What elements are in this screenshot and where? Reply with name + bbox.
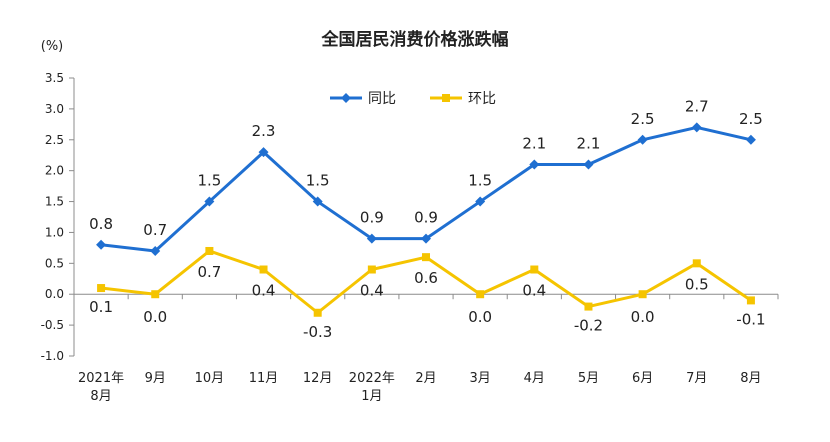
- data-point-huanbi: [313, 308, 322, 317]
- data-point-tongbi: [421, 233, 431, 244]
- x-tick-label: 12月: [303, 371, 333, 386]
- y-axis-unit-label: (%): [41, 39, 64, 54]
- data-point-tongbi: [150, 245, 161, 256]
- data-point-tongbi: [745, 134, 756, 145]
- y-tick-label: 1.0: [45, 225, 64, 239]
- data-label-huanbi: 0.4: [360, 282, 384, 300]
- y-tick-label: 3.0: [45, 102, 64, 116]
- data-label-tongbi: 2.1: [522, 134, 546, 152]
- plot-area: 0.8 0.7 1.5 2.3 1.5 0.9 0.9 1.5 2.1 2.1 2.5 2.7 2.5 0…: [89, 97, 765, 340]
- legend-marker: [442, 94, 450, 102]
- data-point-tongbi: [475, 196, 486, 207]
- data-point-huanbi: [584, 302, 593, 311]
- data-point-huanbi: [259, 265, 268, 274]
- data-label-huanbi: 0.1: [89, 298, 113, 316]
- data-label-huanbi: -0.2: [574, 317, 603, 335]
- data-point-huanbi: [422, 253, 430, 262]
- axes: 3.5 3.0 2.5 2.0 1.5 1.0 0.5 0.0 -0.5 -1.0 2021年 8月 9…: [41, 71, 779, 404]
- x-tick-label: 10月: [195, 371, 225, 386]
- data-point-huanbi: [151, 290, 160, 299]
- x-tick-label: 9月: [145, 371, 166, 386]
- data-label-tongbi: 2.7: [685, 97, 709, 115]
- data-label-huanbi: 0.6: [414, 269, 438, 287]
- legend-label: 同比: [368, 91, 396, 107]
- x-tick-label: 6月: [632, 371, 653, 386]
- x-tick-label: 4月: [524, 371, 545, 386]
- data-label-huanbi: 0.0: [631, 308, 655, 326]
- data-label-tongbi: 1.5: [197, 172, 221, 190]
- data-label-tongbi: 1.5: [468, 172, 492, 190]
- y-tick-label: 0.0: [45, 287, 64, 301]
- legend: 同比 环比: [330, 91, 496, 107]
- data-label-tongbi: 1.5: [306, 172, 330, 190]
- data-point-huanbi: [476, 290, 485, 299]
- data-label-tongbi: 0.9: [360, 209, 384, 227]
- data-label-huanbi: 0.5: [685, 275, 709, 293]
- data-point-tongbi: [312, 196, 323, 207]
- data-point-tongbi: [366, 233, 377, 244]
- x-tick-label: 5月: [578, 371, 599, 386]
- y-tick-label: -0.5: [41, 318, 64, 332]
- y-tick-label: 0.5: [45, 256, 64, 270]
- data-label-huanbi: 0.4: [252, 282, 276, 300]
- data-point-tongbi: [96, 239, 107, 250]
- data-point-huanbi: [367, 265, 376, 274]
- x-tick-label: 8月: [90, 389, 111, 404]
- y-tick-label: -1.0: [41, 349, 64, 363]
- data-label-huanbi: -0.3: [303, 323, 332, 341]
- x-tick-label: 8月: [740, 371, 761, 386]
- data-label-tongbi: 2.1: [577, 134, 601, 152]
- data-point-tongbi: [691, 122, 702, 133]
- data-point-tongbi: [583, 159, 594, 170]
- data-point-tongbi: [258, 147, 269, 158]
- x-tick-label: 11月: [249, 371, 279, 386]
- data-label-tongbi: 0.7: [143, 221, 167, 239]
- legend-label: 环比: [468, 91, 496, 107]
- x-tick-label: 3月: [470, 371, 491, 386]
- x-tick-label: 2月: [415, 371, 436, 386]
- x-tick-label: 7月: [686, 371, 707, 386]
- x-tick-label: 1月: [361, 389, 382, 404]
- data-point-huanbi: [746, 296, 755, 305]
- data-label-tongbi: 0.8: [89, 215, 113, 233]
- data-point-tongbi: [529, 159, 540, 170]
- data-label-tongbi: 0.9: [414, 209, 438, 227]
- data-label-huanbi: 0.4: [522, 282, 546, 300]
- data-point-tongbi: [637, 134, 648, 145]
- y-tick-label: 1.5: [45, 195, 64, 209]
- data-label-huanbi: -0.1: [736, 310, 765, 328]
- data-point-huanbi: [692, 259, 701, 268]
- data-point-huanbi: [638, 290, 647, 299]
- data-label-tongbi: 2.5: [631, 110, 655, 128]
- data-point-huanbi: [205, 246, 214, 255]
- y-tick-label: 2.0: [45, 164, 64, 178]
- data-label-tongbi: 2.3: [252, 122, 276, 140]
- chart-title: 全国居民消费价格涨跌幅: [321, 29, 509, 50]
- data-point-tongbi: [204, 196, 215, 207]
- data-label-tongbi: 2.5: [739, 110, 763, 128]
- legend-marker: [341, 93, 351, 103]
- data-point-huanbi: [97, 284, 106, 293]
- data-label-huanbi: 0.0: [468, 308, 492, 326]
- data-point-huanbi: [530, 265, 539, 274]
- x-tick-label: 2022年: [349, 371, 395, 386]
- y-tick-label: 2.5: [45, 133, 64, 147]
- data-label-huanbi: 0.0: [143, 308, 167, 326]
- y-tick-label: 3.5: [45, 71, 64, 85]
- data-label-huanbi: 0.7: [197, 263, 221, 281]
- x-tick-label: 2021年: [78, 371, 124, 386]
